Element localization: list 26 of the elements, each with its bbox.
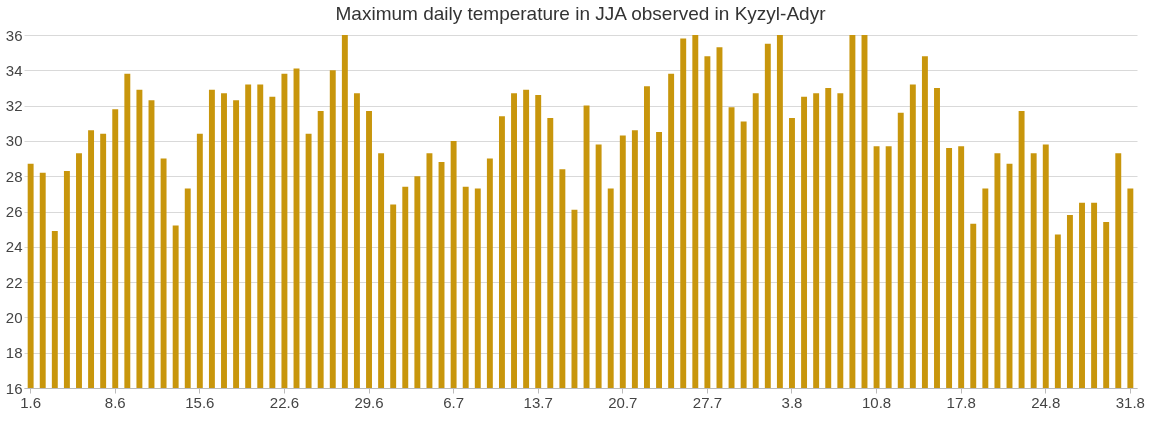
x-tick-label: 20.7 — [608, 393, 638, 411]
y-tick-label: 28 — [5, 167, 23, 185]
x-tick-label: 13.7 — [523, 393, 553, 411]
y-tick-label: 34 — [5, 61, 23, 79]
x-tick-label: 31.8 — [1115, 393, 1145, 411]
x-tick-label: 1.6 — [20, 393, 42, 411]
x-tick-label: 8.6 — [104, 393, 126, 411]
x-tick-label: 3.8 — [781, 393, 803, 411]
y-tick-label: 30 — [5, 132, 23, 150]
y-tick-label: 26 — [5, 203, 23, 220]
x-tick-label: 17.8 — [946, 393, 976, 411]
x-tick-label: 29.6 — [354, 393, 384, 411]
y-tick-label: 36 — [5, 26, 23, 44]
x-tick-label: 22.6 — [269, 393, 300, 411]
chart-title: Maximum daily temperature in JJA observed in Kyzyl-Adyr — [335, 3, 827, 24]
y-tick-label: 20 — [5, 308, 23, 326]
y-tick-label: 22 — [5, 273, 23, 291]
x-tick-label: 15.6 — [185, 393, 215, 411]
y-tick-label: 16 — [5, 379, 23, 397]
y-tick-label: 32 — [5, 97, 23, 115]
y-tick-label: 24 — [5, 238, 23, 256]
x-tick-label: 10.8 — [861, 393, 892, 411]
x-tick-label: 24.8 — [1031, 393, 1061, 411]
x-tick-label: 27.7 — [692, 393, 722, 411]
x-tick-label: 6.7 — [443, 393, 465, 411]
y-tick-label: 18 — [5, 344, 23, 362]
